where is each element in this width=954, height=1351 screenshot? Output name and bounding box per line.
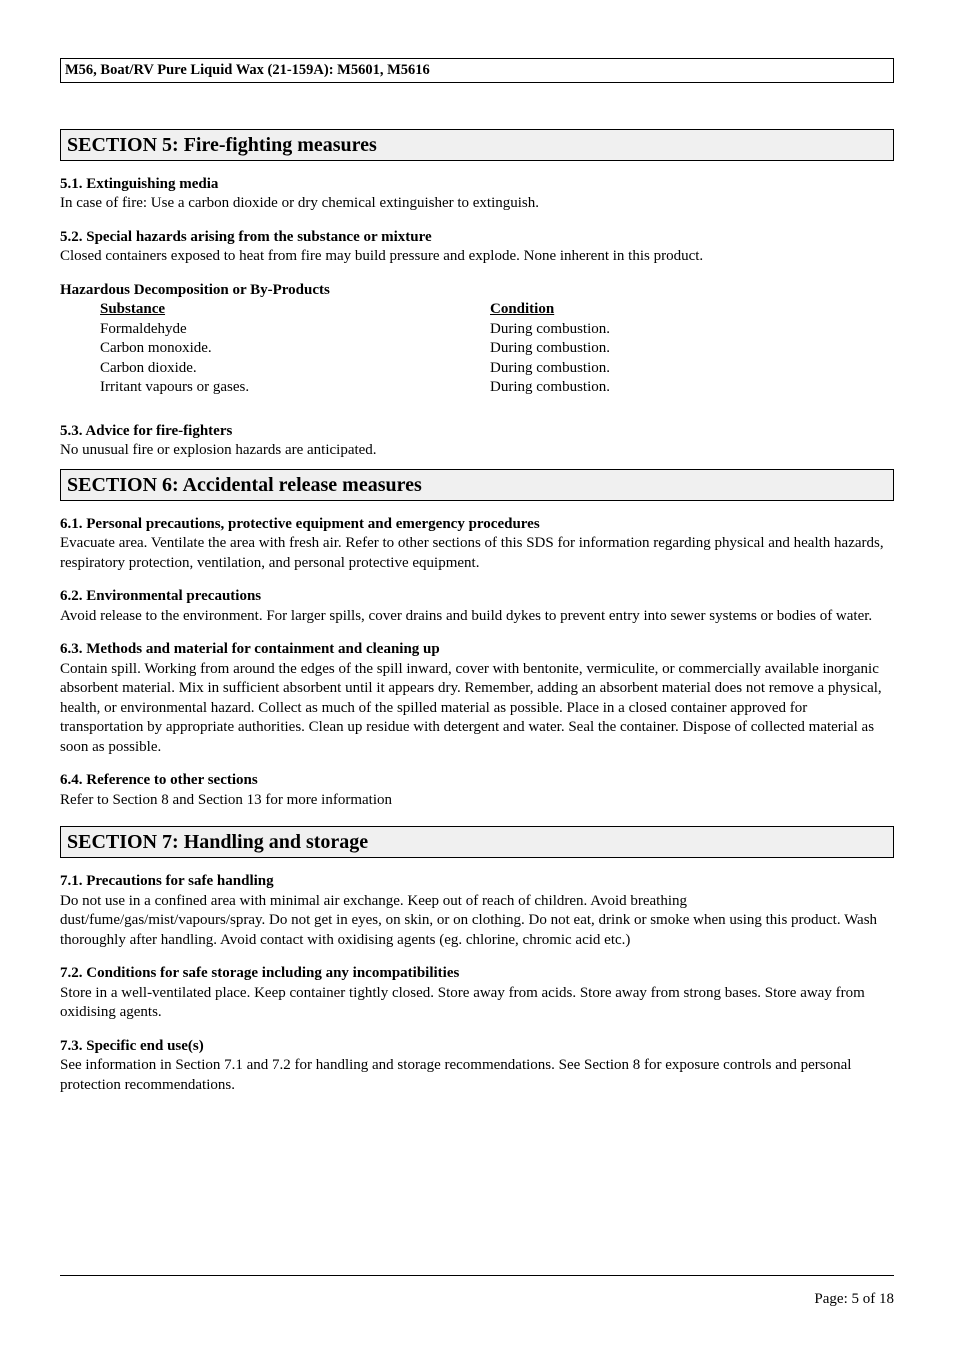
decomp-row-substance: Carbon monoxide.	[100, 339, 490, 359]
decomp-row-substance: Formaldehyde	[100, 320, 490, 340]
section-5-title: SECTION 5: Fire-fighting measures	[60, 129, 894, 161]
section-7-title-text: SECTION 7: Handling and storage	[67, 831, 368, 853]
section-6-title: SECTION 6: Accidental release measures	[60, 469, 894, 501]
heading-7-3: 7.3. Specific end use(s)	[60, 1037, 894, 1057]
heading-5-1: 5.1. Extinguishing media	[60, 175, 894, 195]
header-product-line: M56, Boat/RV Pure Liquid Wax (21-159A): …	[65, 62, 430, 78]
body-6-1: Evacuate area. Ventilate the area with f…	[60, 534, 894, 573]
heading-6-4: 6.4. Reference to other sections	[60, 771, 894, 791]
body-6-4: Refer to Section 8 and Section 13 for mo…	[60, 791, 894, 811]
decomp-row-condition: During combustion.	[490, 359, 894, 379]
heading-6-1: 6.1. Personal precautions, protective eq…	[60, 515, 894, 535]
decomp-row-substance: Carbon dioxide.	[100, 359, 490, 379]
heading-5-3: 5.3. Advice for fire-fighters	[60, 422, 894, 442]
header-box: M56, Boat/RV Pure Liquid Wax (21-159A): …	[60, 58, 894, 83]
decomp-row-condition: During combustion.	[490, 320, 894, 340]
heading-decomp: Hazardous Decomposition or By-Products	[60, 281, 894, 301]
heading-6-3: 6.3. Methods and material for containmen…	[60, 640, 894, 660]
body-6-2: Avoid release to the environment. For la…	[60, 607, 894, 627]
body-7-3: See information in Section 7.1 and 7.2 f…	[60, 1056, 894, 1095]
body-7-2: Store in a well-ventilated place. Keep c…	[60, 984, 894, 1023]
body-7-1: Do not use in a confined area with minim…	[60, 892, 894, 951]
page-footer: Page: 5 of 18	[60, 1275, 894, 1310]
heading-6-2: 6.2. Environmental precautions	[60, 587, 894, 607]
decomp-row-condition: During combustion.	[490, 378, 894, 398]
decomp-table: Substance Formaldehyde Carbon monoxide. …	[100, 300, 894, 398]
decomp-row-substance: Irritant vapours or gases.	[100, 378, 490, 398]
section-5-title-text: SECTION 5: Fire-fighting measures	[67, 134, 377, 156]
decomp-row-condition: During combustion.	[490, 339, 894, 359]
body-6-3: Contain spill. Working from around the e…	[60, 660, 894, 758]
col-substance-header: Substance	[100, 300, 490, 320]
section-7-title: SECTION 7: Handling and storage	[60, 826, 894, 858]
body-5-2: Closed containers exposed to heat from f…	[60, 247, 894, 267]
body-5-3: No unusual fire or explosion hazards are…	[60, 441, 894, 461]
heading-7-2: 7.2. Conditions for safe storage includi…	[60, 964, 894, 984]
heading-7-1: 7.1. Precautions for safe handling	[60, 872, 894, 892]
section-6-title-text: SECTION 6: Accidental release measures	[67, 474, 422, 496]
heading-5-2: 5.2. Special hazards arising from the su…	[60, 228, 894, 248]
col-condition-header: Condition	[490, 300, 894, 320]
page-number: Page: 5 of 18	[60, 1290, 894, 1310]
body-5-1: In case of fire: Use a carbon dioxide or…	[60, 194, 894, 214]
footer-divider	[60, 1275, 894, 1276]
